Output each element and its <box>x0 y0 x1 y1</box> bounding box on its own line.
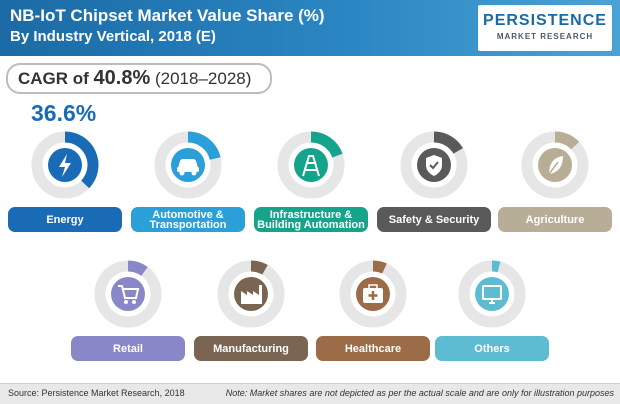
medical-kit-icon <box>363 284 383 303</box>
item-others: Others <box>435 259 549 379</box>
energy-share-label: 36.6% <box>31 100 97 126</box>
leaf-icon <box>548 156 563 175</box>
header-banner: NB-IoT Chipset Market Value Share (%) By… <box>0 0 620 56</box>
label-safety: Safety & Security <box>377 207 491 232</box>
logo-main-text: PERSISTENCE <box>483 12 607 29</box>
item-safety: Safety & Security <box>377 130 491 250</box>
donut-agriculture <box>521 131 589 199</box>
donut-others <box>458 260 526 328</box>
cagr-range: (2018–2028) <box>150 69 252 88</box>
tower-icon <box>302 155 320 177</box>
car-icon <box>177 159 199 176</box>
donut-automotive <box>154 131 222 199</box>
note-text: Note: Market shares are not depicted as … <box>225 388 614 398</box>
donut-energy <box>31 131 99 199</box>
label-healthcare: Healthcare <box>316 336 430 361</box>
label-infrastructure: Infrastructure & Building Automation <box>254 207 368 232</box>
item-automotive: Automotive & Transportation <box>131 130 245 250</box>
item-healthcare: Healthcare <box>316 259 430 379</box>
company-logo: PERSISTENCE MARKET RESEARCH <box>478 5 612 51</box>
cart-icon <box>118 285 140 304</box>
label-energy: Energy <box>8 207 122 232</box>
item-infrastructure: Infrastructure & Building Automation <box>254 130 368 250</box>
item-manufacturing: Manufacturing <box>194 259 308 379</box>
footer-bar: Source: Persistence Market Research, 201… <box>0 383 620 404</box>
chart-subtitle: By Industry Vertical, 2018 (E) <box>10 28 216 45</box>
item-retail: Retail <box>71 259 185 379</box>
label-retail: Retail <box>71 336 185 361</box>
label-manufacturing: Manufacturing <box>194 336 308 361</box>
cagr-text: CAGR of 40.8% (2018–2028) <box>18 67 251 90</box>
item-energy: Energy <box>8 130 122 250</box>
donut-infrastructure <box>277 131 345 199</box>
cagr-pill: CAGR of 40.8% (2018–2028) <box>6 63 272 94</box>
lightning-icon <box>59 154 71 177</box>
shield-check-icon <box>426 155 442 176</box>
donut-retail <box>94 260 162 328</box>
label-agriculture: Agriculture <box>498 207 612 232</box>
donut-manufacturing <box>217 260 285 328</box>
monitor-icon <box>482 285 502 304</box>
cagr-prefix: CAGR of <box>18 69 94 88</box>
donut-safety <box>400 131 468 199</box>
chart-title: NB-IoT Chipset Market Value Share (%) <box>10 6 325 25</box>
factory-icon <box>241 285 262 304</box>
cagr-value: 40.8% <box>93 67 151 89</box>
label-others: Others <box>435 336 549 361</box>
item-agriculture: Agriculture <box>498 130 612 250</box>
logo-sub-text: MARKET RESEARCH <box>496 32 594 41</box>
source-text: Source: Persistence Market Research, 201… <box>8 388 185 398</box>
donut-healthcare <box>339 260 407 328</box>
label-automotive: Automotive & Transportation <box>131 207 245 232</box>
